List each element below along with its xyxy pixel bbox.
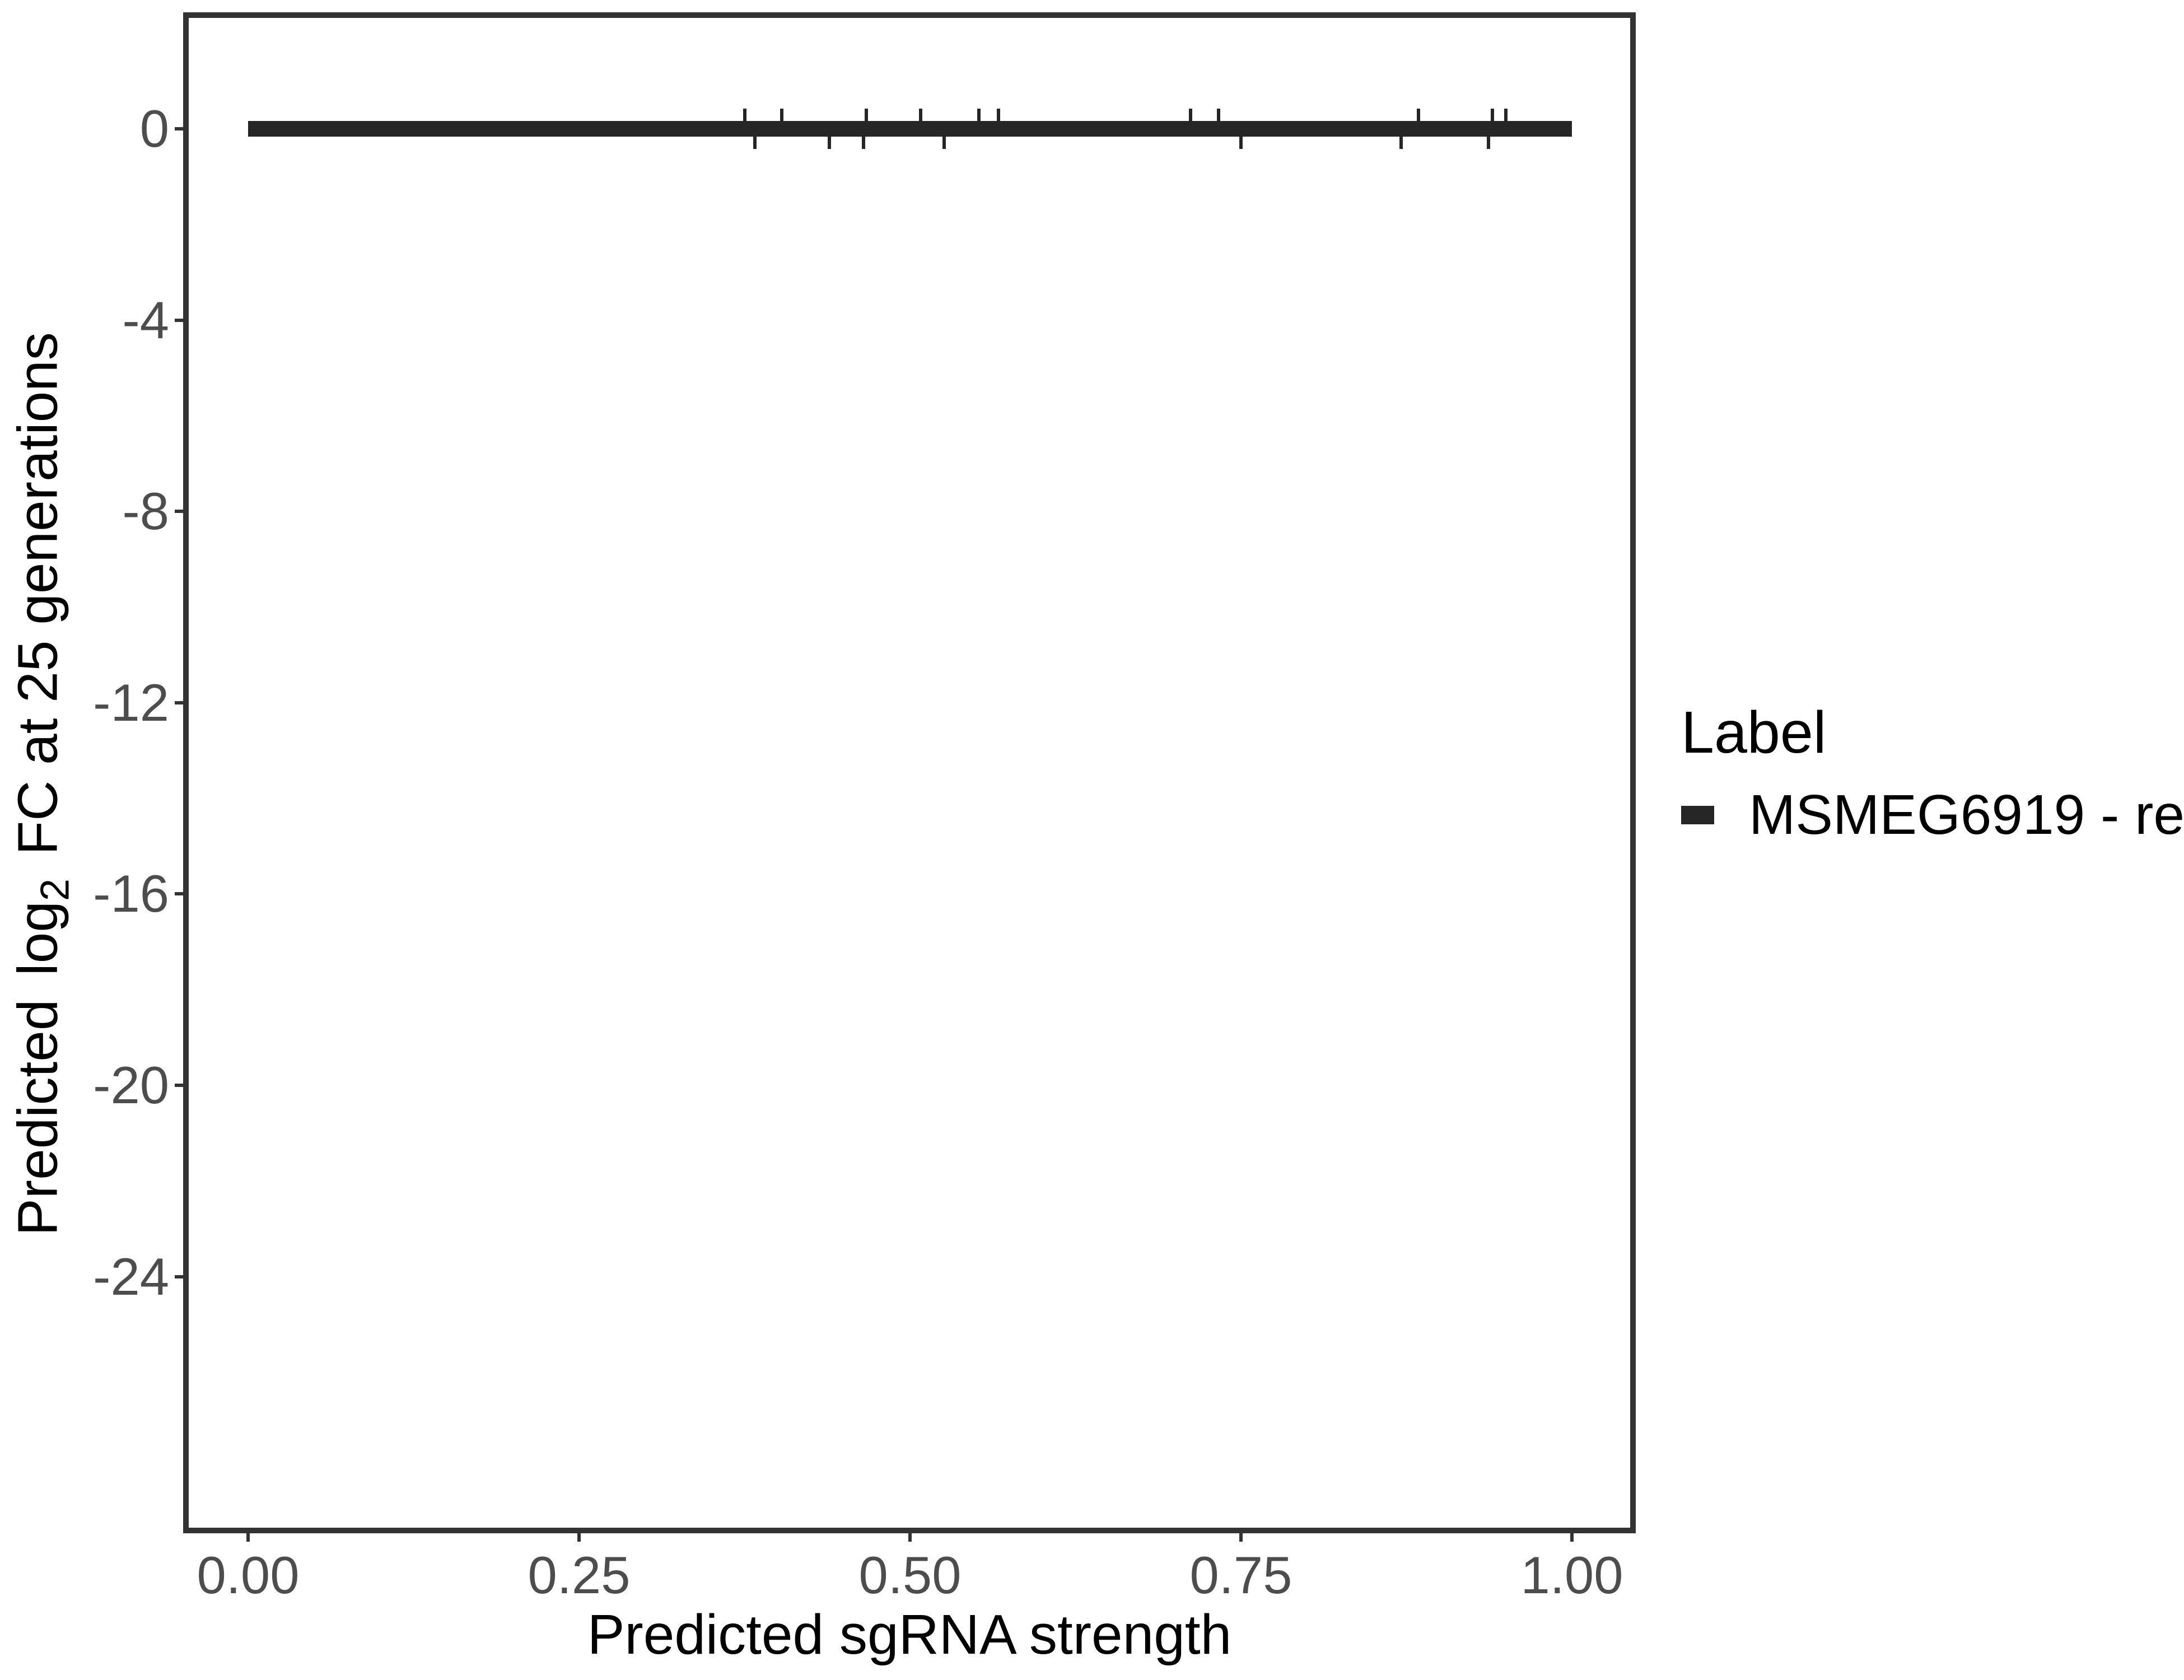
data-spike (862, 132, 866, 149)
x-tick-label: 0.75 (1189, 1546, 1292, 1604)
data-spike (780, 109, 783, 125)
x-tick-label: 0.50 (858, 1546, 962, 1604)
y-tick-mark (175, 701, 183, 704)
y-tick-mark (175, 510, 183, 514)
x-tick-mark (1239, 1533, 1243, 1542)
y-tick-label: -20 (93, 1056, 169, 1114)
y-tick-label: -16 (93, 864, 169, 923)
data-spike (918, 109, 922, 125)
data-spike (997, 109, 1001, 125)
x-tick-mark (908, 1533, 912, 1542)
data-spike (864, 109, 868, 125)
data-spike (1416, 109, 1420, 125)
y-tick-label: -8 (122, 482, 169, 541)
data-spike (942, 132, 946, 149)
legend-entry-label: MSMEG6919 - ref (1749, 783, 2184, 846)
y-tick-label: -24 (93, 1247, 169, 1306)
plot-panel (183, 12, 1636, 1533)
y-tick-label: 0 (139, 99, 169, 158)
y-tick-label: -12 (93, 673, 169, 732)
data-spike (827, 132, 831, 149)
y-axis-title-log: log (6, 901, 69, 976)
y-axis-title-post: FC at 25 generations (6, 332, 69, 855)
x-tick-mark (577, 1533, 581, 1542)
y-axis-title: Predicted log2 FC at 25 generations (6, 332, 78, 1236)
data-spike (1487, 132, 1491, 149)
x-axis-title: Predicted sgRNA strength (587, 1603, 1232, 1666)
y-tick-label: -4 (122, 290, 169, 349)
data-spike (743, 109, 746, 125)
y-axis-title-pre: Predicted (6, 999, 69, 1236)
data-spike (1239, 132, 1243, 149)
data-spike (1189, 109, 1193, 125)
x-tick-label: 0.00 (197, 1546, 300, 1604)
legend-entry: MSMEG6919 - ref (1681, 783, 2184, 847)
data-spike (1216, 109, 1220, 125)
series-line-band (248, 121, 1572, 137)
data-spike (1491, 109, 1495, 125)
data-spike (977, 109, 981, 125)
y-tick-mark (175, 892, 183, 896)
data-spike (1399, 132, 1403, 149)
x-tick-mark (246, 1533, 250, 1542)
legend-key-line-swatch (1681, 805, 1714, 824)
data-spike (753, 132, 757, 149)
x-tick-label: 1.00 (1520, 1546, 1623, 1604)
y-tick-mark (175, 318, 183, 322)
x-tick-label: 0.25 (528, 1546, 631, 1604)
x-tick-mark (1570, 1533, 1574, 1542)
legend-title: Label (1681, 699, 1827, 766)
legend: Label MSMEG6919 - ref (1681, 699, 2184, 847)
y-tick-mark (175, 127, 183, 130)
y-tick-mark (175, 1084, 183, 1087)
y-axis-title-subscript: 2 (32, 878, 78, 902)
data-spike (1504, 109, 1508, 125)
y-tick-mark (175, 1275, 183, 1278)
